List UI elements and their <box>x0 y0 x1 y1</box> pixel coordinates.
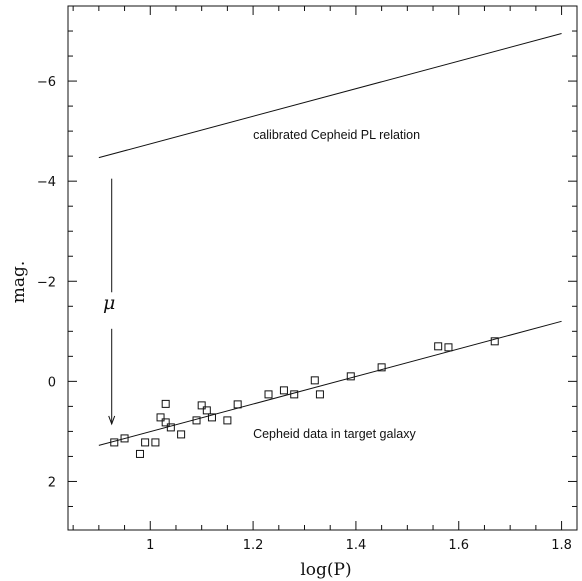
pl-relation-lines <box>98 33 562 446</box>
x-axis-title: log(P) <box>300 560 351 580</box>
data-point <box>434 342 443 351</box>
calibrated-pl-line <box>98 33 562 159</box>
data-point <box>279 386 288 395</box>
data-point <box>444 343 453 352</box>
y-tick-label: −2 <box>37 275 56 290</box>
data-point <box>233 400 242 409</box>
x-tick-label: 1.4 <box>346 538 367 553</box>
data-point <box>197 401 206 410</box>
data-point <box>120 434 129 443</box>
target-galaxy-label: Cepheid data in target galaxy <box>253 427 416 441</box>
plot-border <box>67 5 578 531</box>
data-point <box>151 438 160 447</box>
x-tick-label: 1.8 <box>551 538 572 553</box>
x-tick-labels: 1 1.2 1.4 1.6 1.8 <box>146 538 572 553</box>
y-tick-label: 2 <box>48 475 56 490</box>
data-point <box>290 390 299 399</box>
data-point <box>346 372 355 381</box>
data-point <box>223 416 232 425</box>
distance-modulus-label: μ <box>103 292 115 314</box>
data-point <box>377 363 386 372</box>
y-tick-label: 0 <box>48 375 56 390</box>
target-galaxy-fit-line <box>98 320 562 446</box>
data-point <box>490 337 499 346</box>
cepheid-data-points <box>110 337 499 458</box>
data-point <box>141 438 150 447</box>
data-point <box>161 418 170 427</box>
data-point <box>310 376 319 385</box>
y-tick-label: −6 <box>37 75 56 90</box>
y-tick-label: −4 <box>37 175 56 190</box>
calibrated-label: calibrated Cepheid PL relation <box>253 128 420 142</box>
data-point <box>135 449 144 458</box>
data-point <box>315 390 324 399</box>
x-tick-label: 1 <box>146 538 154 553</box>
data-point <box>207 413 216 422</box>
y-axis-title: mag. <box>9 261 29 304</box>
y-tick-labels: −6 −4 −2 0 2 <box>37 75 56 490</box>
arrow-head <box>108 415 116 426</box>
annotations: calibrated Cepheid PL relation Cepheid da… <box>103 128 420 441</box>
plot-frame <box>67 5 578 531</box>
data-point <box>202 406 211 415</box>
data-point <box>166 423 175 432</box>
data-point <box>110 438 119 447</box>
data-point <box>192 416 201 425</box>
data-point <box>264 390 273 399</box>
x-tick-label: 1.2 <box>243 538 264 553</box>
data-point <box>156 413 165 422</box>
data-point <box>161 399 170 408</box>
data-point <box>177 430 186 439</box>
x-tick-label: 1.6 <box>448 538 469 553</box>
tick-marks <box>68 6 577 530</box>
